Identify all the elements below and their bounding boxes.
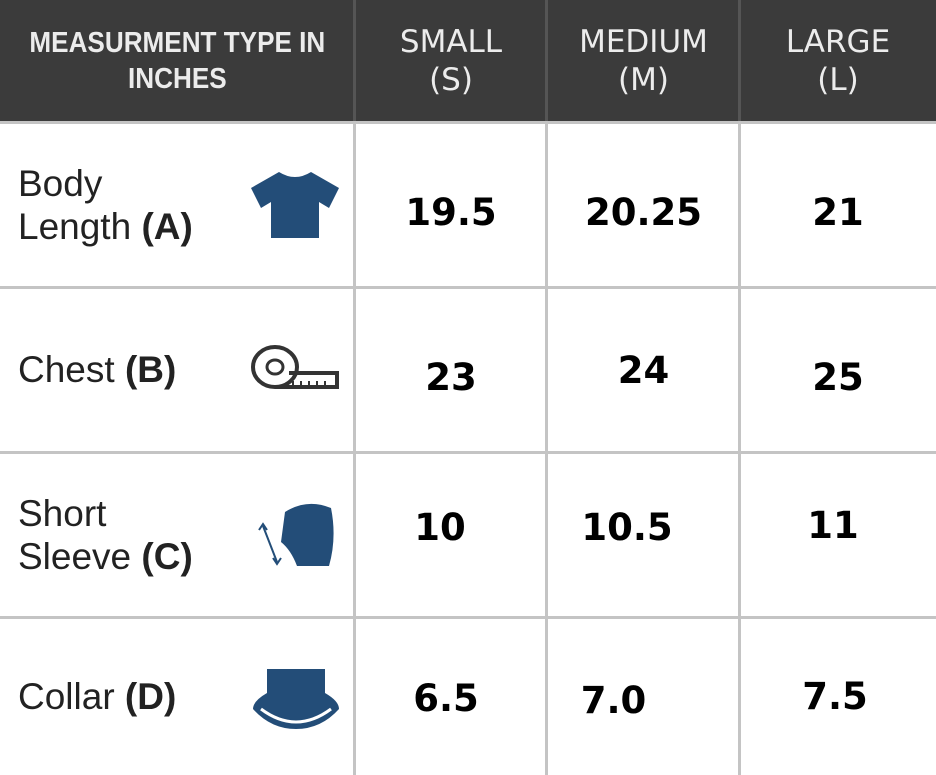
value: 10.5	[581, 505, 673, 549]
value: 24	[617, 348, 670, 392]
grid-line	[0, 286, 936, 289]
header-cell: LARGE (L)	[740, 0, 936, 122]
sleeve-icon	[258, 503, 334, 566]
value: 7.0	[580, 678, 647, 722]
value: 21	[812, 190, 864, 234]
label-code: (D)	[124, 675, 177, 717]
label-line: Chest	[18, 349, 115, 390]
header-cell: MEDIUM (M)	[547, 0, 740, 122]
header-line: SMALL	[399, 24, 503, 60]
label-line: Sleeve	[18, 535, 132, 577]
label-line: Short	[18, 492, 107, 534]
label-text: Chest (B)	[18, 348, 248, 391]
value: 19.5	[405, 190, 497, 234]
value: 7.5	[802, 674, 868, 718]
grid-line	[738, 0, 741, 122]
header-line: LARGE	[785, 24, 891, 60]
row-label: Short Sleeve (C)	[0, 452, 355, 617]
label-line: Body	[18, 162, 103, 204]
label-code: (C)	[141, 535, 193, 577]
grid-line	[545, 0, 548, 775]
grid-line	[353, 0, 356, 122]
label-code: (B)	[124, 349, 177, 390]
header-cell: MEASURMENT TYPE IN INCHES	[0, 0, 355, 122]
value: 10	[414, 505, 466, 549]
value: 11	[807, 503, 859, 547]
row-label: Body Length (A)	[0, 122, 355, 287]
tape-icon	[251, 345, 339, 389]
row-label: Collar (D)	[0, 617, 355, 775]
label-line: Length	[18, 205, 132, 247]
grid-line	[0, 616, 936, 619]
header-cell: SMALL (S)	[355, 0, 547, 122]
header-line: (L)	[817, 62, 859, 98]
grid-line	[738, 0, 741, 775]
grid-line	[0, 121, 936, 124]
value: 20.25	[584, 190, 703, 234]
value: 25	[812, 355, 864, 399]
label-text: Short Sleeve (C)	[18, 492, 248, 578]
grid-line	[0, 451, 936, 454]
label-code: (A)	[141, 205, 193, 247]
label-text: Collar (D)	[18, 675, 248, 718]
label-text: Body Length (A)	[18, 162, 248, 248]
grid-line	[545, 0, 548, 122]
header-line: (M)	[618, 62, 669, 98]
header-line: (S)	[429, 62, 473, 98]
header-line: INCHES	[128, 63, 227, 95]
row-label: Chest (B)	[0, 287, 355, 452]
collar-icon	[253, 669, 339, 729]
header-line: MEASURMENT TYPE IN	[29, 27, 326, 59]
label-line: Collar	[18, 675, 115, 717]
header-line: MEDIUM	[579, 24, 708, 60]
value: 23	[425, 355, 477, 399]
tshirt-icon	[251, 172, 339, 238]
value: 6.5	[413, 676, 479, 720]
header-text: MEASURMENT TYPE IN INCHES	[30, 25, 326, 97]
grid-line	[353, 0, 356, 775]
